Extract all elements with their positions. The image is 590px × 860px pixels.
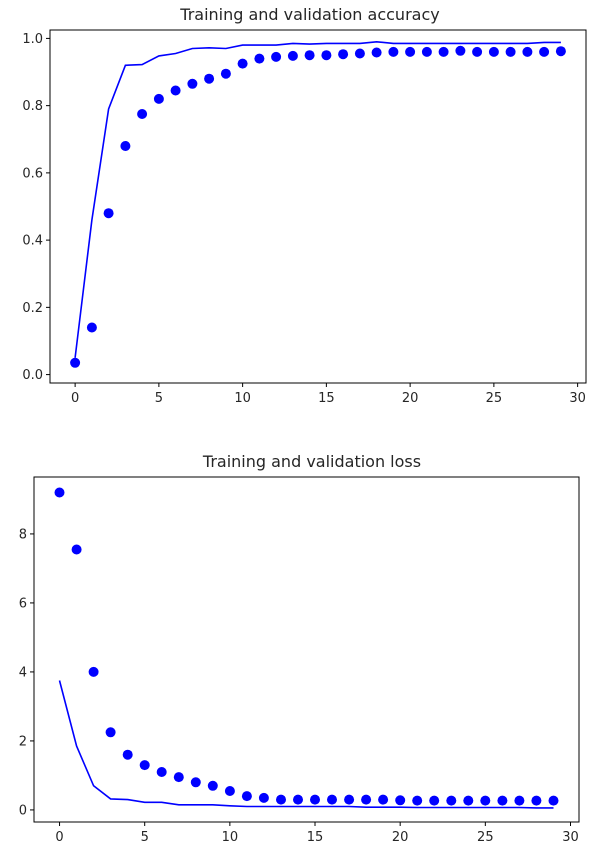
accuracy-data-point [421,46,432,57]
loss-x-tick-label: 25 [477,830,494,845]
accuracy-data-point [555,46,566,57]
loss-data-point [241,791,252,802]
accuracy-y-tick-label: 0.4 [22,234,43,249]
accuracy-data-point [70,357,81,368]
accuracy-data-point [505,46,516,57]
accuracy-x-tick-label: 10 [234,391,251,406]
accuracy-data-point [204,73,215,84]
loss-data-point [429,795,440,806]
accuracy-y-tick-label: 1.0 [22,32,43,47]
accuracy-data-point [321,50,332,61]
loss-data-point [276,794,286,805]
loss-chart: Training and validation loss 0 5 10 15 20 25 3… [19,452,580,845]
loss-data-point [327,794,337,805]
accuracy-data-point [354,48,365,59]
accuracy-data-point [488,46,499,57]
accuracy-data-point [170,85,181,96]
loss-data-point [361,794,372,805]
loss-plot-area [33,476,580,823]
accuracy-marks [70,40,566,368]
loss-data-point [122,749,133,760]
loss-x-tick-label: 20 [392,830,409,845]
loss-data-point [258,792,269,803]
loss-marks [54,487,559,809]
accuracy-data-point [539,46,550,57]
loss-y-tick-label: 2 [19,734,27,749]
loss-data-point [378,794,389,805]
accuracy-data-point [472,46,483,57]
loss-data-point [207,780,218,791]
loss-data-point [139,760,150,771]
accuracy-chart-title: Training and validation accuracy [179,5,439,24]
accuracy-data-point [388,46,399,57]
accuracy-plot-area [49,29,587,384]
loss-x-tick-label: 30 [562,830,579,845]
loss-axes: 0 5 10 15 20 25 30 0 2 4 6 8 [19,527,579,845]
loss-data-point [105,727,116,738]
loss-data-point [310,794,320,805]
accuracy-data-point [254,53,265,64]
loss-y-tick-label: 4 [19,665,27,680]
accuracy-x-tick-label: 30 [569,391,586,406]
loss-y-tick-label: 8 [19,527,27,542]
accuracy-x-tick-label: 15 [318,391,335,406]
accuracy-data-point [338,49,349,60]
loss-line-series [58,680,554,809]
accuracy-x-tick-label: 0 [71,391,79,406]
loss-data-point [173,772,184,783]
accuracy-y-tick-label: 0.0 [22,368,43,383]
loss-chart-title: Training and validation loss [202,452,421,471]
loss-data-point [88,666,99,677]
loss-y-tick-label: 0 [19,803,27,818]
accuracy-y-tick-label: 0.2 [22,301,43,316]
accuracy-axes: 0 5 10 15 20 25 30 0.0 0.2 0.4 0.6 0.8 1.0 [22,32,586,406]
loss-x-tick-label: 5 [141,830,149,845]
loss-data-point [446,795,457,806]
accuracy-line-series [74,40,561,358]
loss-data-point [395,795,406,806]
accuracy-data-point [153,93,164,104]
loss-data-point [224,786,235,796]
loss-data-point [497,795,508,806]
loss-y-tick-label: 6 [19,596,27,611]
accuracy-x-tick-label: 5 [155,391,163,406]
accuracy-y-tick-label: 0.6 [22,166,43,181]
accuracy-data-point [304,50,315,61]
loss-data-point [412,795,423,806]
loss-x-tick-label: 15 [307,830,324,845]
accuracy-data-point [405,46,416,57]
accuracy-data-point [438,46,449,57]
accuracy-data-point [271,51,282,62]
loss-data-point [293,794,303,805]
loss-x-tick-label: 10 [222,830,239,845]
loss-data-point [514,795,525,806]
loss-data-point [531,795,542,806]
loss-x-tick-label: 0 [55,830,63,845]
accuracy-data-point [103,208,114,219]
accuracy-data-point [522,46,533,57]
loss-data-point [156,767,167,777]
accuracy-data-point [237,58,248,69]
accuracy-data-point [220,68,231,79]
accuracy-data-point [137,109,148,119]
accuracy-data-point [187,78,198,89]
accuracy-x-tick-label: 25 [486,391,503,406]
loss-data-point [480,795,491,806]
accuracy-data-point [120,141,131,151]
accuracy-x-tick-label: 20 [402,391,419,406]
accuracy-data-point [287,50,298,61]
accuracy-chart: Training and validation accuracy 0 5 10 15 2… [22,5,587,406]
loss-data-point [344,794,355,805]
loss-data-point [54,487,65,498]
accuracy-data-point [455,45,466,56]
accuracy-y-tick-label: 0.8 [22,99,43,114]
loss-data-point [190,777,201,788]
accuracy-data-point [371,47,382,58]
accuracy-data-point [86,322,97,333]
loss-data-point [548,795,559,806]
loss-data-point [463,795,474,806]
loss-data-point [71,544,82,555]
